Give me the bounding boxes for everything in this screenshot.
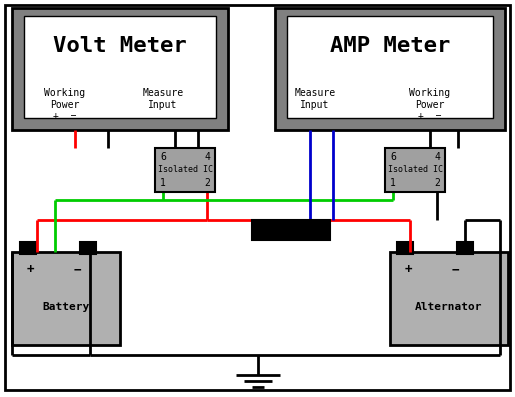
- Text: 6: 6: [160, 152, 166, 162]
- Text: Battery: Battery: [42, 301, 90, 312]
- Bar: [457, 242, 473, 254]
- Text: Isolated IC: Isolated IC: [387, 166, 442, 175]
- Text: Volt Meter: Volt Meter: [53, 36, 187, 56]
- Bar: [252, 220, 330, 240]
- Text: −: −: [73, 264, 81, 276]
- Bar: [12, 252, 120, 345]
- Text: +: +: [404, 264, 412, 276]
- Bar: [155, 148, 215, 192]
- Text: Working
Power
+  −: Working Power + −: [409, 88, 451, 121]
- Bar: [287, 16, 493, 118]
- Bar: [24, 16, 216, 118]
- Text: Isolated IC: Isolated IC: [158, 166, 213, 175]
- Bar: [275, 8, 505, 130]
- Text: 2: 2: [204, 178, 210, 188]
- Bar: [20, 242, 36, 254]
- Bar: [385, 148, 445, 192]
- Text: Measure
Input: Measure Input: [295, 88, 336, 110]
- Text: AMP Meter: AMP Meter: [330, 36, 450, 56]
- Text: 1: 1: [390, 178, 396, 188]
- Bar: [397, 242, 413, 254]
- Text: 4: 4: [204, 152, 210, 162]
- Bar: [390, 252, 508, 345]
- Text: Alternator: Alternator: [415, 301, 483, 312]
- Text: Measure
Input: Measure Input: [143, 88, 183, 110]
- Text: 1: 1: [160, 178, 166, 188]
- Bar: [80, 242, 96, 254]
- Text: Working
Power
+  −: Working Power + −: [44, 88, 85, 121]
- Text: 6: 6: [390, 152, 396, 162]
- Text: +: +: [26, 264, 34, 276]
- Text: 2: 2: [434, 178, 440, 188]
- Text: 4: 4: [434, 152, 440, 162]
- Text: −: −: [451, 264, 459, 276]
- Bar: [12, 8, 228, 130]
